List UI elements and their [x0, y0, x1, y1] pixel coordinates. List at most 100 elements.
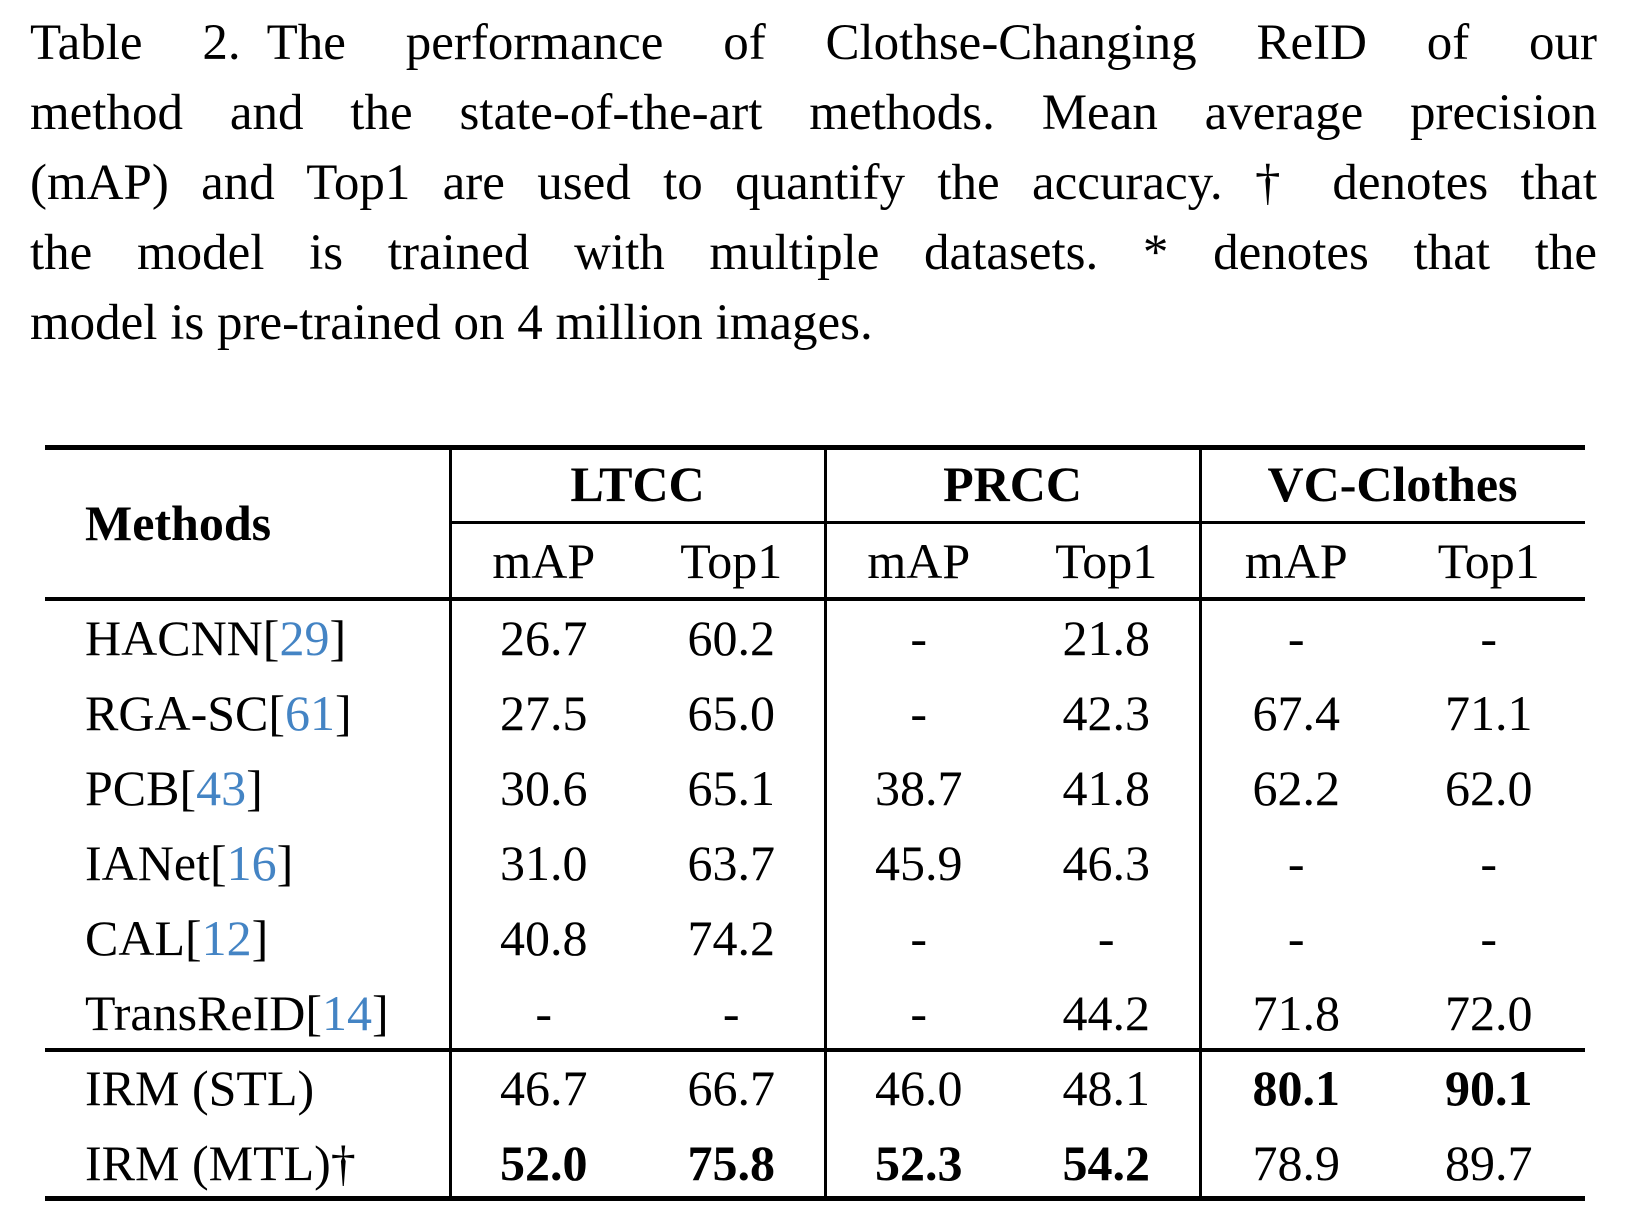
value-cell: 80.1	[1252, 1059, 1341, 1116]
value-cell: 45.9	[875, 834, 963, 891]
caption-line: model is pre-trained on 4 million images…	[30, 295, 873, 351]
method-cell: HACNN[29]	[45, 600, 450, 675]
method-name: IANet	[85, 834, 210, 891]
citation-bracket: ]	[329, 609, 347, 666]
value-cell: 44.2	[1062, 984, 1151, 1041]
method-cell: PCB[43]	[45, 750, 450, 825]
citation-bracket: ]	[372, 984, 389, 1041]
metric-header-map: mAP	[492, 533, 596, 589]
method-name: PCB	[85, 759, 180, 816]
table-rule-section-divider	[45, 1048, 1585, 1052]
value-cell: -	[1480, 609, 1498, 666]
value-cell: 62.0	[1445, 759, 1533, 816]
citation-link[interactable]: 16	[226, 834, 277, 891]
group-header-ltcc: LTCC	[570, 455, 705, 512]
value-cell: -	[535, 984, 553, 1041]
metric-header-map: mAP	[1244, 533, 1348, 589]
value-cell: -	[1287, 609, 1305, 666]
value-cell: 21.8	[1062, 609, 1151, 666]
citation-bracket: ]	[251, 909, 269, 966]
value-cell: 89.7	[1445, 1134, 1533, 1191]
value-cell: 60.2	[687, 609, 776, 666]
value-cell: 65.1	[687, 759, 776, 816]
value-cell: -	[910, 984, 928, 1041]
value-cell: 54.2	[1062, 1134, 1151, 1191]
table-rule-header-bottom	[45, 597, 1585, 601]
value-cell: 41.8	[1062, 759, 1151, 816]
value-cell: 38.7	[875, 759, 963, 816]
value-cell: 30.6	[500, 759, 588, 816]
group-header-prcc: PRCC	[943, 455, 1082, 512]
method-cell: RGA-SC[61]	[45, 675, 450, 750]
citation-link[interactable]: 12	[201, 909, 252, 966]
caption-line: method and the state-of-the-art methods.…	[30, 85, 1597, 141]
citation-bracket: [	[179, 759, 197, 816]
caption-text: The performance of Clothse-Changing ReID…	[266, 15, 1597, 71]
method-cell: IRM (STL)	[45, 1050, 450, 1125]
value-cell: 62.2	[1252, 759, 1341, 816]
caption-line: Table 2. The performance of Clothse-Chang…	[30, 8, 1597, 78]
citation-link[interactable]: 29	[279, 609, 330, 666]
value-cell: 26.7	[500, 609, 588, 666]
table-rule-top	[45, 445, 1585, 450]
method-cell: IANet[16]	[45, 825, 450, 900]
table-vertical-divider	[1199, 445, 1202, 1200]
citation-link[interactable]: 61	[285, 684, 336, 741]
method-name: TransReID	[85, 984, 306, 1041]
value-cell: 27.5	[500, 684, 588, 741]
method-name: IRM (MTL)†	[85, 1134, 356, 1191]
value-cell: 42.3	[1062, 684, 1151, 741]
value-cell: 63.7	[687, 834, 776, 891]
method-name: HACNN	[85, 609, 263, 666]
method-name: CAL	[85, 909, 185, 966]
table-vertical-divider	[449, 445, 452, 1200]
value-cell: -	[1287, 834, 1305, 891]
citation-bracket: [	[185, 909, 202, 966]
value-cell: -	[1287, 909, 1305, 966]
value-cell: 52.0	[500, 1134, 588, 1191]
citation-bracket: ]	[246, 759, 263, 816]
results-table-grid: Methods LTCC PRCC VC-Clothes mAP Top1 mA…	[45, 445, 1585, 1200]
table-caption: Table 2. The performance of Clothse-Chang…	[30, 8, 1597, 358]
table-rule-cmid	[450, 521, 1585, 524]
citation-bracket: ]	[276, 834, 294, 891]
citation-bracket: [	[305, 984, 323, 1041]
value-cell: 66.7	[687, 1059, 776, 1116]
caption-line: (mAP) and Top1 are used to quantify the …	[30, 155, 1597, 211]
value-cell: 65.0	[687, 684, 776, 741]
value-cell: 48.1	[1062, 1059, 1151, 1116]
citation-bracket: [	[209, 834, 227, 891]
metric-header-top1: Top1	[680, 533, 783, 589]
caption-label: Table 2.	[30, 15, 241, 71]
value-cell: 75.8	[687, 1134, 776, 1191]
citation-link[interactable]: 43	[196, 759, 247, 816]
value-cell: 52.3	[875, 1134, 963, 1191]
group-header-vc-clothes: VC-Clothes	[1267, 455, 1518, 512]
value-cell: 90.1	[1445, 1059, 1533, 1116]
method-cell: TransReID[14]	[45, 975, 450, 1050]
value-cell: 78.9	[1252, 1134, 1341, 1191]
metric-header-map: mAP	[867, 533, 971, 589]
value-cell: 46.7	[500, 1059, 588, 1116]
value-cell: 40.8	[500, 909, 588, 966]
value-cell: -	[722, 984, 740, 1041]
metric-header-top1: Top1	[1055, 533, 1158, 589]
metric-header-top1: Top1	[1437, 533, 1540, 589]
method-name: RGA-SC	[85, 684, 269, 741]
value-cell: 67.4	[1252, 684, 1341, 741]
methods-column-header: Methods	[85, 494, 272, 551]
value-cell: 71.1	[1445, 684, 1533, 741]
method-name: IRM (STL)	[85, 1059, 315, 1116]
value-cell: 31.0	[500, 834, 588, 891]
value-cell: 72.0	[1445, 984, 1533, 1041]
citation-bracket: [	[268, 684, 286, 741]
citation-bracket: [	[262, 609, 280, 666]
value-cell: -	[1480, 834, 1498, 891]
results-table: Methods LTCC PRCC VC-Clothes mAP Top1 mA…	[45, 445, 1585, 1201]
method-cell: CAL[12]	[45, 900, 450, 975]
value-cell: 46.0	[875, 1059, 963, 1116]
value-cell: 46.3	[1062, 834, 1151, 891]
citation-link[interactable]: 14	[322, 984, 373, 1041]
value-cell: -	[910, 909, 928, 966]
